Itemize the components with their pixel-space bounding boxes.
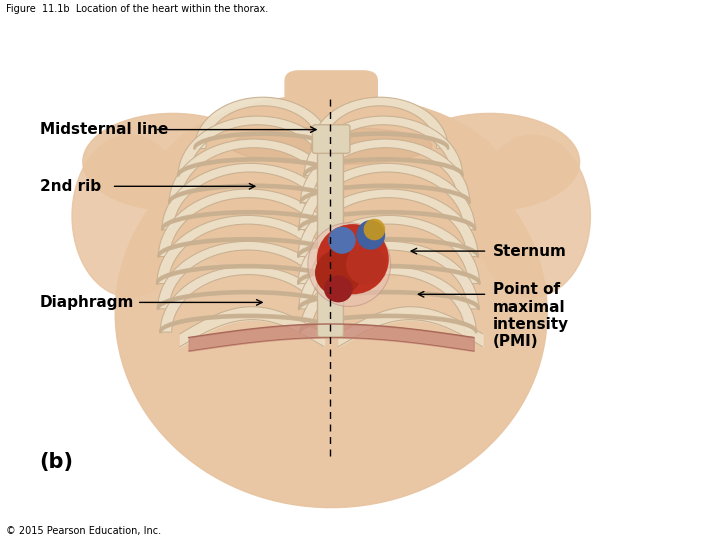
Text: Diaphragm: Diaphragm: [40, 295, 134, 310]
Ellipse shape: [315, 249, 361, 295]
Text: © 2015 Pearson Education, Inc.: © 2015 Pearson Education, Inc.: [6, 525, 161, 536]
Ellipse shape: [230, 127, 432, 165]
Wedge shape: [161, 266, 337, 332]
Wedge shape: [158, 189, 338, 256]
Wedge shape: [304, 116, 462, 176]
FancyBboxPatch shape: [312, 125, 350, 153]
FancyBboxPatch shape: [284, 70, 378, 162]
Wedge shape: [300, 266, 477, 332]
Ellipse shape: [151, 94, 511, 284]
Wedge shape: [299, 163, 475, 230]
Wedge shape: [162, 163, 338, 230]
Ellipse shape: [364, 219, 385, 240]
Wedge shape: [194, 97, 331, 149]
Wedge shape: [169, 139, 338, 202]
Ellipse shape: [72, 135, 187, 297]
Text: Figure  11.1b  Location of the heart within the thorax.: Figure 11.1b Location of the heart withi…: [6, 4, 268, 14]
Wedge shape: [298, 215, 480, 284]
Wedge shape: [299, 241, 479, 309]
Text: Sternum: Sternum: [493, 244, 567, 259]
Ellipse shape: [400, 113, 580, 211]
Wedge shape: [298, 189, 478, 256]
Wedge shape: [301, 139, 470, 202]
Ellipse shape: [83, 113, 263, 211]
FancyBboxPatch shape: [318, 141, 343, 337]
Ellipse shape: [328, 227, 356, 254]
Wedge shape: [179, 116, 337, 176]
Ellipse shape: [475, 135, 590, 297]
Wedge shape: [158, 241, 338, 309]
Text: 2nd rib: 2nd rib: [40, 179, 101, 194]
Ellipse shape: [307, 222, 390, 307]
Text: Midsternal line: Midsternal line: [40, 122, 168, 137]
Wedge shape: [311, 97, 448, 149]
Ellipse shape: [115, 119, 547, 508]
Ellipse shape: [317, 224, 389, 294]
Text: (b): (b): [40, 451, 73, 472]
Ellipse shape: [356, 220, 385, 249]
Text: Point of
maximal
intensity
(PMI): Point of maximal intensity (PMI): [493, 282, 570, 349]
Ellipse shape: [299, 116, 364, 154]
Ellipse shape: [346, 244, 386, 285]
Ellipse shape: [324, 275, 353, 302]
Wedge shape: [157, 215, 338, 284]
